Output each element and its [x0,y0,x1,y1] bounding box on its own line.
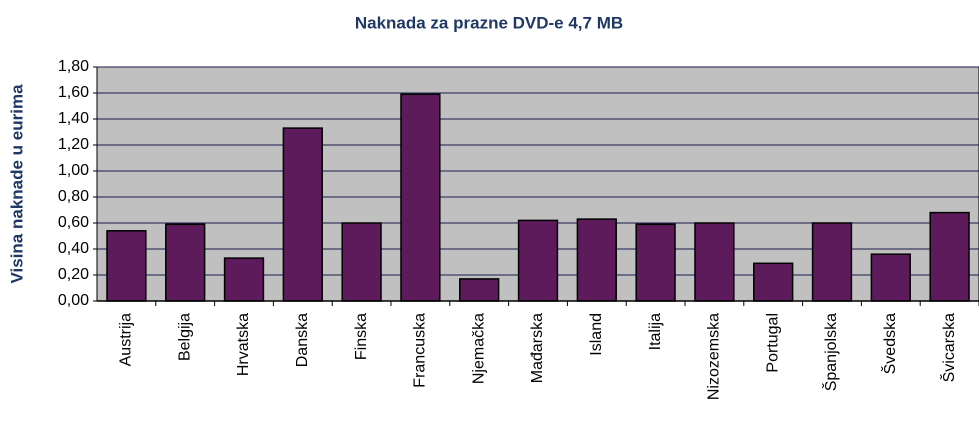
bar [811,222,853,302]
bar [282,127,323,302]
bar [517,219,559,302]
x-tick-label: Švicarska [939,313,958,382]
chart-title: Naknada za prazne DVD-e 4,7 MB [355,13,623,32]
y-tick-label: 0,20 [58,266,89,283]
y-tick-label: 1,20 [58,136,89,153]
y-tick-label: 1,80 [58,58,89,75]
x-tick-label: Njemačka [470,313,487,384]
y-tick-label: 1,00 [58,162,89,179]
x-tick-label: Španjolska [821,313,840,391]
bar [106,230,147,302]
y-tick-label: 0,00 [58,292,89,309]
x-tick-label: Austrija [118,313,135,366]
x-tick-label: Hrvatska [235,313,252,376]
bar [929,211,970,302]
x-tick-label: Portugal [764,313,781,373]
y-tick-label: 1,40 [58,110,89,127]
bar [165,223,206,302]
x-tick-label: Francuska [412,313,429,388]
y-tick-label: 0,60 [58,214,89,231]
bar [694,222,735,302]
x-tick-label: Danska [294,313,311,367]
x-tick-label: Belgija [176,313,193,361]
bar [223,257,265,302]
x-tick-label: Švedska [880,313,899,374]
x-tick-label: Finska [353,313,370,360]
bar [753,262,794,302]
bar [459,278,500,302]
x-tick-label: Island [588,313,605,356]
x-tick-label: Mađarska [529,313,546,383]
bar [400,93,441,302]
x-tick-label: Italija [647,313,664,350]
y-axis-label: Visina naknade u eurima [7,84,26,284]
bar [870,253,911,302]
bar [635,223,676,302]
bar [576,218,617,302]
y-tick-label: 0,40 [58,240,89,257]
x-tick-label: Nizozemska [706,313,723,400]
bar [341,222,382,302]
y-tick-label: 1,60 [58,84,89,101]
y-tick-label: 0,80 [58,188,89,205]
